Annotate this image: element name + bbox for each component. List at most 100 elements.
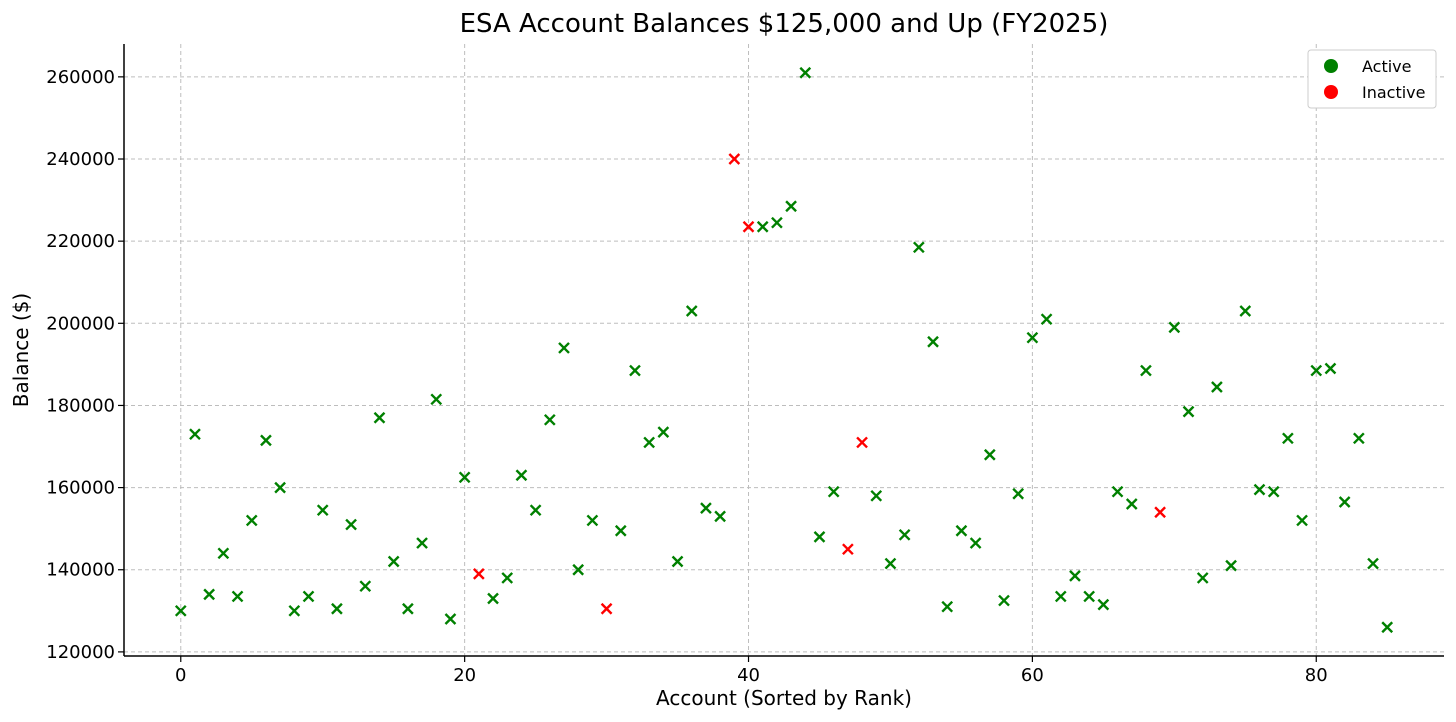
data-point-active [487, 592, 499, 605]
y-tick-label: 140000 [46, 560, 115, 581]
data-point-active [543, 413, 556, 426]
legend-label-inactive: Inactive [1362, 83, 1426, 102]
y-tick-label: 260000 [46, 67, 115, 88]
data-point-inactive [600, 602, 613, 615]
data-point-active [245, 514, 258, 527]
data-point-active [898, 528, 911, 541]
data-point-active [1211, 381, 1223, 393]
data-point-active [927, 335, 939, 348]
data-point-active [1324, 362, 1337, 375]
data-point-active [515, 469, 528, 482]
data-point-active [870, 489, 883, 502]
chart-title: ESA Account Balances $125,000 and Up (FY… [460, 9, 1109, 39]
data-point-active [416, 537, 428, 549]
data-point-active [231, 590, 244, 603]
data-point-inactive [856, 436, 868, 449]
data-point-active [1040, 313, 1053, 326]
data-point-active [1239, 305, 1252, 317]
data-point-active [174, 604, 187, 617]
data-point-active [1367, 557, 1379, 570]
data-point-active [629, 364, 641, 377]
data-point-active [458, 471, 471, 484]
data-point-active [402, 602, 414, 615]
data-point-active [1267, 485, 1280, 498]
legend-marker-inactive [1324, 85, 1338, 99]
data-point-active [302, 590, 315, 603]
y-tick-label: 180000 [46, 395, 115, 416]
legend-label-active: Active [1362, 57, 1412, 76]
data-point-active [359, 580, 372, 593]
data-point-active [799, 66, 812, 79]
data-point-active [1225, 559, 1237, 572]
data-point-active [1338, 496, 1351, 508]
data-point-active [1140, 364, 1152, 377]
data-point-active [1083, 590, 1096, 603]
data-point-inactive [742, 220, 755, 233]
data-point-active [643, 436, 656, 449]
x-tick-label: 80 [1305, 665, 1328, 686]
data-point-active [1282, 432, 1294, 445]
data-point-active [274, 481, 286, 494]
data-point-active [1352, 432, 1365, 445]
data-point-active [1026, 331, 1039, 344]
data-point-active [785, 200, 797, 213]
x-tick-label: 0 [175, 665, 186, 686]
x-tick-label: 40 [737, 665, 760, 686]
data-point-active [444, 613, 457, 625]
data-point-active [1381, 621, 1394, 634]
data-point-active [203, 588, 216, 601]
data-point-active [558, 342, 570, 354]
y-tick-label: 220000 [46, 231, 115, 252]
data-point-active [331, 602, 343, 615]
data-point-active [217, 547, 230, 560]
data-point-active [1168, 321, 1181, 334]
data-point-active [1253, 483, 1266, 496]
legend-marker-active [1324, 59, 1338, 73]
axes: 0 20 40 60 80 120000 140000 160000 180000 200000 2… [46, 44, 1444, 686]
y-axis-label: Balance ($) [9, 293, 33, 407]
data-point-active [685, 305, 698, 317]
data-point-active [700, 502, 712, 514]
data-point-active [941, 600, 954, 613]
data-point-active [1310, 364, 1323, 377]
data-point-active [529, 504, 542, 517]
data-point-active [288, 604, 301, 617]
data-point-active [1012, 487, 1025, 500]
data-point-active [756, 220, 769, 233]
data-point-active [1196, 572, 1209, 584]
x-axis-label: Account (Sorted by Rank) [656, 686, 912, 710]
data-point-inactive [472, 568, 485, 580]
data-point-active [1182, 405, 1195, 418]
data-point-active [614, 524, 627, 537]
data-point-active [1111, 485, 1124, 498]
data-point-inactive [842, 543, 854, 556]
data-point-active [912, 241, 925, 254]
data-point-active [373, 411, 386, 424]
data-point-active [827, 485, 840, 498]
data-point-active [983, 448, 996, 461]
data-point-inactive [1154, 506, 1166, 519]
data-point-active [657, 426, 670, 438]
data-point-active [1054, 590, 1067, 603]
data-point-active [955, 524, 968, 537]
y-tick-label: 120000 [46, 642, 115, 663]
data-point-active [430, 393, 443, 406]
data-point-active [501, 572, 514, 584]
legend-box [1307, 49, 1437, 109]
y-tick-label: 160000 [46, 478, 115, 499]
grid-lines [124, 44, 1444, 656]
data-point-active [1296, 514, 1308, 527]
y-tick-label: 200000 [46, 313, 115, 334]
data-point-active [969, 537, 982, 549]
data-point-inactive [728, 153, 741, 165]
data-point-active [345, 518, 357, 531]
data-point-active [884, 557, 897, 570]
data-point-active [387, 555, 400, 568]
data-point-active [1069, 570, 1081, 582]
data-point-active [572, 563, 585, 576]
data-point-active [1125, 498, 1138, 510]
x-tick-label: 60 [1021, 665, 1044, 686]
data-point-active [316, 504, 329, 517]
data-point-active [998, 594, 1010, 607]
